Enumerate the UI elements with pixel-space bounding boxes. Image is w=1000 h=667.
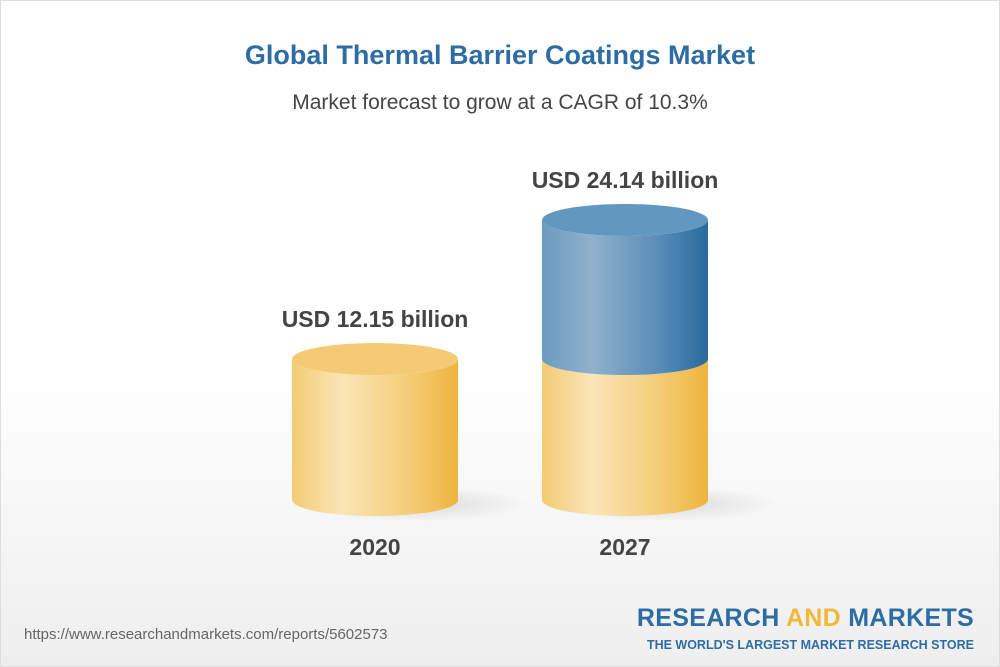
brand-logo: RESEARCH AND MARKETS bbox=[637, 604, 974, 633]
bar-growth-2027 bbox=[542, 219, 708, 376]
x-tick-2020: 2020 bbox=[349, 534, 400, 560]
chart-subtitle: Market forecast to grow at a CAGR of 10.… bbox=[292, 91, 708, 114]
bar-base-2027 bbox=[542, 359, 708, 516]
bar-top-2020 bbox=[292, 343, 458, 376]
cylinder-chart: USD 12.15 billion USD 24.14 billion 2020… bbox=[282, 167, 778, 560]
data-label-2020: USD 12.15 billion bbox=[282, 306, 469, 332]
logo-and: AND bbox=[785, 604, 842, 632]
data-label-2027: USD 24.14 billion bbox=[532, 167, 719, 193]
bar-base-2020 bbox=[292, 359, 458, 516]
bar-top-2027 bbox=[542, 203, 708, 236]
logo-research: RESEARCH bbox=[636, 604, 780, 632]
brand-tagline: THE WORLD'S LARGEST MARKET RESEARCH STOR… bbox=[646, 638, 974, 652]
logo-markets: MARKETS bbox=[848, 604, 974, 632]
source-url[interactable]: https://www.researchandmarkets.com/repor… bbox=[24, 626, 388, 643]
x-tick-2027: 2027 bbox=[599, 534, 650, 560]
chart-title: Global Thermal Barrier Coatings Market bbox=[244, 40, 756, 70]
